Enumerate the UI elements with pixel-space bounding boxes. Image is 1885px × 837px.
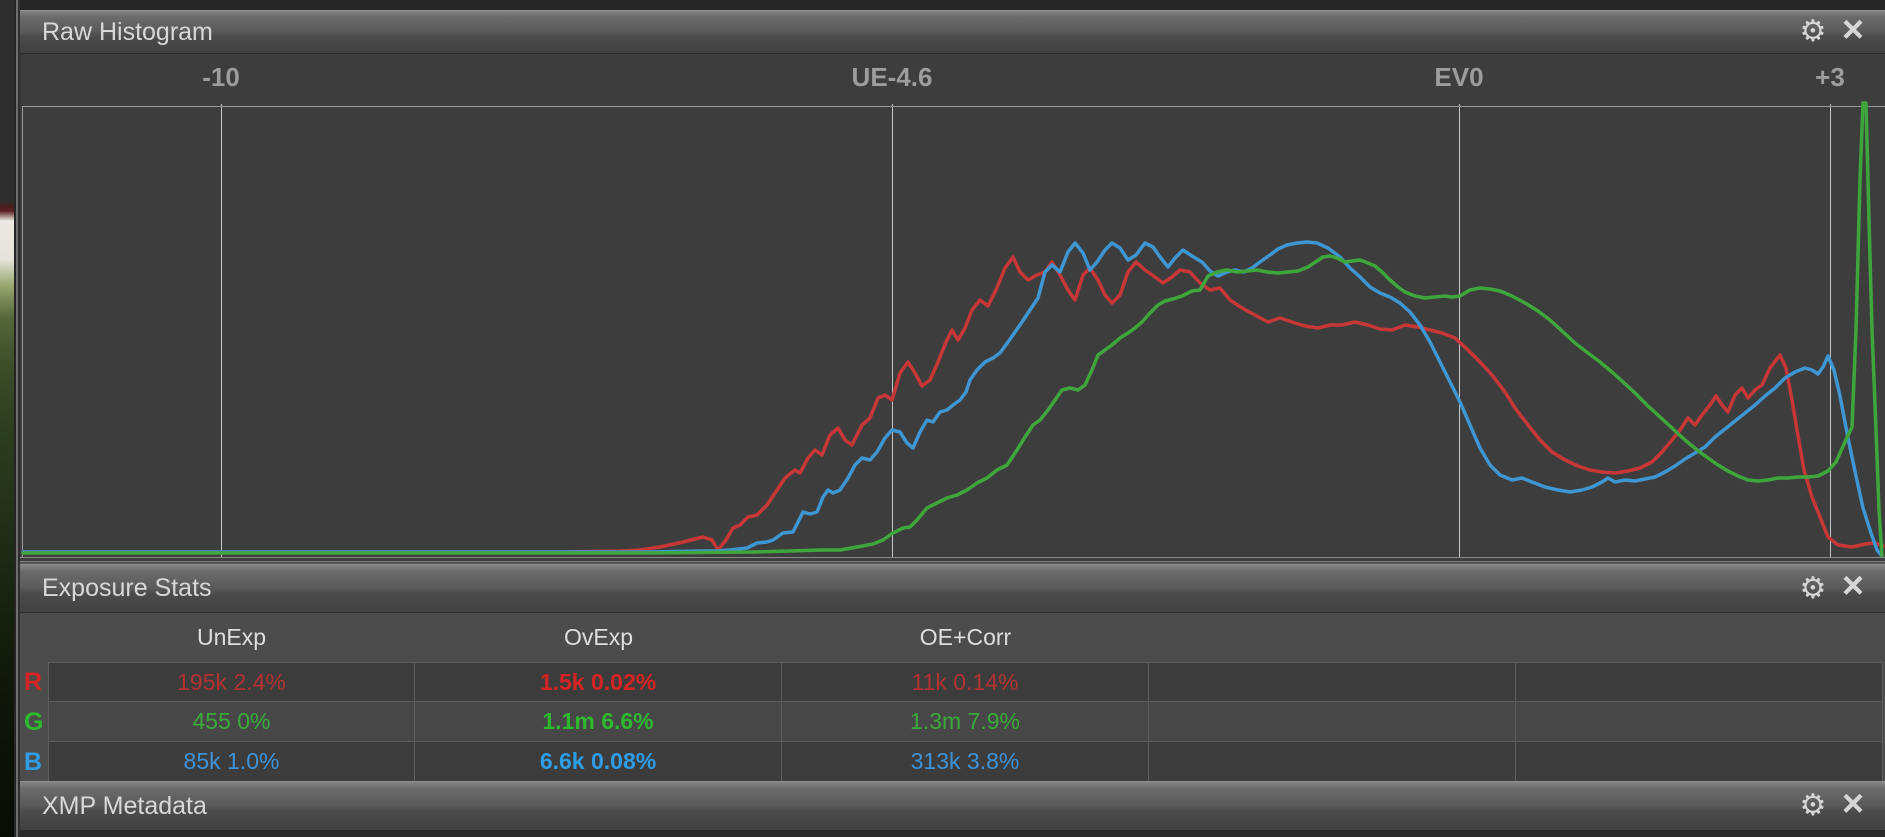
histogram-bottom-trim — [20, 557, 1885, 564]
header-spacer — [22, 613, 48, 662]
stats-row-R: R 195k 2.4% 1.5k 0.02% 11k 0.14% — [22, 662, 1883, 702]
column-header-empty — [1149, 613, 1516, 662]
exposure-stats-table: R 195k 2.4% 1.5k 0.02% 11k 0.14% G 455 0% 1.1m… — [22, 662, 1883, 781]
raw-histogram-title: Raw Histogram — [42, 17, 213, 46]
gear-icon: ⚙ — [1799, 14, 1827, 49]
axis-tick-label-3: +3 — [1815, 62, 1845, 92]
stats-row-B: B 85k 1.0% 6.6k 0.08% 313k 3.8% — [22, 742, 1883, 781]
xmp-metadata-close-button[interactable]: × — [1833, 782, 1873, 826]
stats-cell-G-unexp: 455 0% — [48, 702, 415, 742]
stats-cell-B-empty1 — [1149, 742, 1516, 781]
stats-cell-B-oecorr: 313k 3.8% — [782, 742, 1149, 781]
background-photo-strip — [0, 0, 14, 837]
stats-cell-R-empty1 — [1149, 662, 1516, 702]
xmp-metadata-title: XMP Metadata — [42, 791, 207, 820]
column-header-empty — [1516, 613, 1883, 662]
close-icon: × — [1841, 782, 1865, 825]
exposure-stats-header-row: UnExp OvExp OE+Corr — [22, 613, 1883, 662]
channel-label-R: R — [24, 667, 43, 696]
stats-cell-G-empty2 — [1516, 702, 1883, 742]
gear-icon: ⚙ — [1799, 788, 1827, 823]
stats-cell-R-empty2 — [1516, 662, 1883, 702]
xmp-metadata-settings-button[interactable]: ⚙ — [1793, 786, 1833, 826]
exposure-stats-settings-button[interactable]: ⚙ — [1793, 569, 1833, 609]
stats-cell-B-ovexp: 6.6k 0.08% — [415, 742, 782, 781]
stats-cell-R-unexp: 195k 2.4% — [48, 662, 415, 702]
raw-histogram-settings-button[interactable]: ⚙ — [1793, 12, 1833, 52]
close-icon: × — [1841, 8, 1865, 51]
column-header-ovexp: OvExp — [563, 624, 634, 650]
stats-cell-B-unexp: 85k 1.0% — [48, 742, 415, 781]
stats-row-G: G 455 0% 1.1m 6.6% 1.3m 7.9% — [22, 702, 1883, 742]
histogram-axis-labels: -10 UE-4.6 EV0 +3 — [0, 54, 1885, 106]
histogram-plot-background — [20, 54, 1885, 557]
close-icon: × — [1841, 565, 1865, 608]
xmp-metadata-titlebar[interactable]: XMP Metadata ⚙ × — [20, 781, 1885, 831]
exposure-stats-title: Exposure Stats — [42, 574, 212, 602]
exposure-stats-body: UnExp OvExp OE+Corr R 195k 2.4% 1.5k 0.02%… — [20, 613, 1885, 781]
gear-icon: ⚙ — [1799, 570, 1827, 606]
axis-tick-label--4.6: UE-4.6 — [851, 62, 933, 92]
stats-cell-G-ovexp: 1.1m 6.6% — [415, 702, 782, 742]
panel-left-border — [14, 0, 20, 837]
column-header-unexp: UnExp — [196, 624, 267, 650]
column-header-oecorr: OE+Corr — [919, 624, 1012, 650]
panel-top-gap — [20, 0, 1885, 10]
exposure-stats-titlebar[interactable]: Exposure Stats ⚙ × — [20, 564, 1885, 613]
exposure-stats-close-button[interactable]: × — [1833, 565, 1873, 609]
stats-cell-R-ovexp: 1.5k 0.02% — [415, 662, 782, 702]
stats-cell-G-empty1 — [1149, 702, 1516, 742]
panel-bottom-strip — [20, 831, 1885, 837]
channel-label-B: B — [24, 747, 43, 776]
axis-tick-label-0: EV0 — [1434, 62, 1484, 92]
stats-cell-B-empty2 — [1516, 742, 1883, 781]
stats-cell-G-oecorr: 1.3m 7.9% — [782, 702, 1149, 742]
axis-tick-label--10: -10 — [202, 62, 240, 92]
raw-histogram-titlebar[interactable]: Raw Histogram ⚙ × — [20, 10, 1885, 54]
stats-cell-R-oecorr: 11k 0.14% — [782, 662, 1149, 702]
raw-histogram-close-button[interactable]: × — [1833, 8, 1873, 52]
channel-label-G: G — [24, 707, 44, 736]
